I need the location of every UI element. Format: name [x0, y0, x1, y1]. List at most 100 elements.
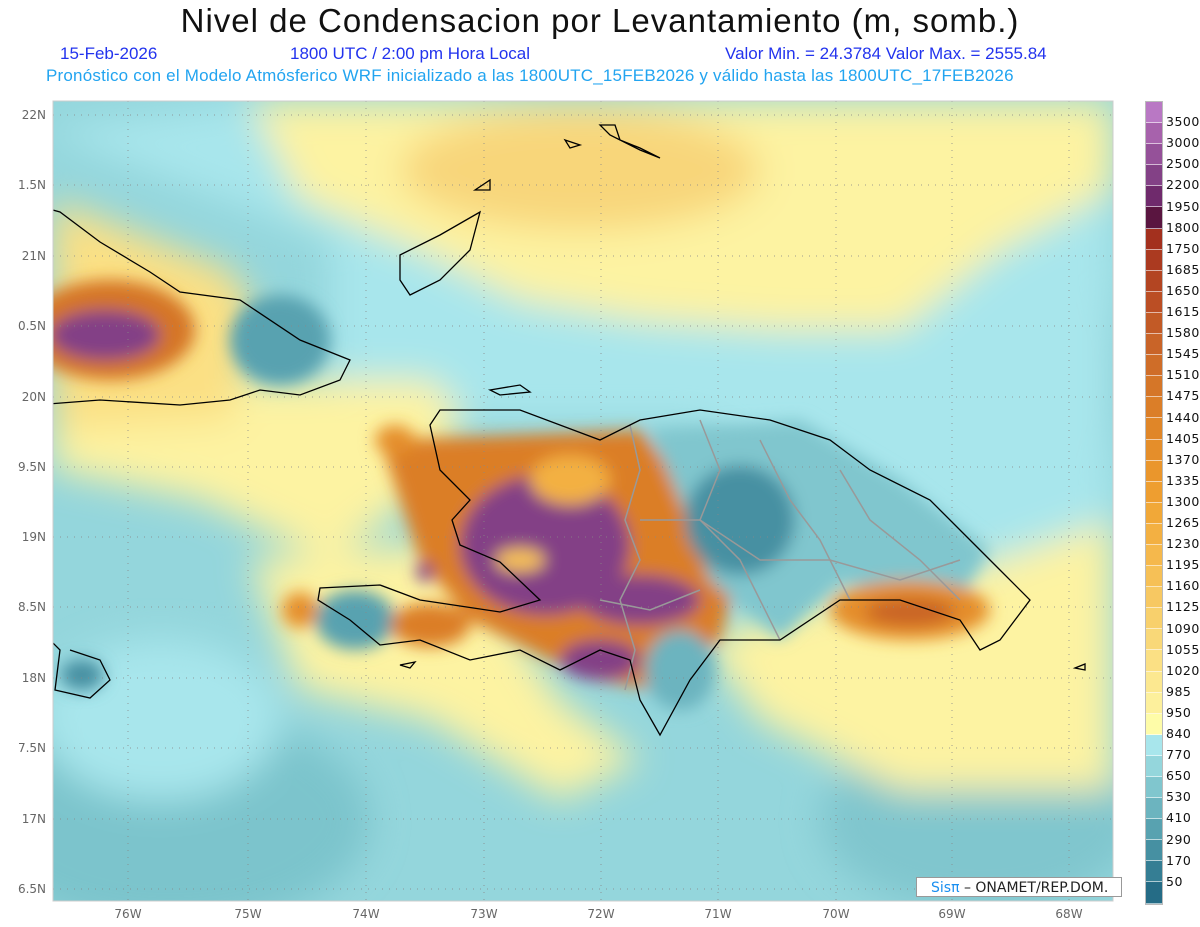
colorbar-label: 1300 — [1166, 493, 1200, 509]
colorbar-swatch — [1146, 228, 1162, 250]
colorbar-swatch — [1146, 755, 1162, 777]
colorbar-label: 1440 — [1166, 409, 1200, 425]
colorbar-label: 3000 — [1166, 135, 1200, 151]
colorbar-label: 1475 — [1166, 388, 1200, 404]
colorbar-swatch — [1146, 502, 1162, 524]
lat-label: 9.5N — [17, 460, 46, 474]
credit-text: – ONAMET/REP.DOM. — [959, 880, 1109, 896]
colorbar-swatch — [1146, 671, 1162, 693]
colorbar-swatch — [1146, 397, 1162, 419]
lat-label: 22N — [21, 108, 46, 122]
colorbar-label: 1580 — [1166, 325, 1200, 341]
colorbar-swatch — [1146, 819, 1162, 841]
colorbar-swatch — [1146, 587, 1162, 609]
colorbar-label: 650 — [1166, 768, 1192, 784]
colorbar-label: 410 — [1166, 810, 1192, 826]
colorbar-swatch — [1146, 629, 1162, 651]
colorbar-swatch — [1146, 312, 1162, 335]
lon-label: 70W — [822, 907, 850, 921]
colorbar-swatch — [1146, 376, 1162, 398]
colorbar-label: 1020 — [1166, 662, 1200, 678]
credit-box: Sisπ – ONAMET/REP.DOM. — [916, 877, 1122, 897]
colorbar-swatch — [1146, 334, 1162, 356]
colorbar-swatch — [1146, 692, 1162, 714]
colorbar-label: 1265 — [1166, 515, 1200, 530]
colorbar-swatch — [1146, 861, 1162, 883]
colorbar-label: 1405 — [1166, 430, 1200, 446]
colorbar-swatch — [1146, 291, 1162, 313]
jamaica-coast — [53, 642, 111, 699]
colorbar-swatch — [1146, 270, 1162, 292]
inagua-coast — [399, 210, 482, 296]
colorbar-swatch — [1146, 650, 1162, 672]
colorbar-swatch — [1146, 734, 1162, 756]
colorbar-label: 1510 — [1166, 367, 1200, 383]
colorbar-label: 770 — [1166, 747, 1192, 763]
colorbar-swatch — [1146, 777, 1162, 799]
colorbar-swatch — [1146, 123, 1162, 145]
lat-label: 7.5N — [17, 741, 46, 755]
lat-label: 6.5N — [17, 882, 46, 896]
lat-label: 8.5N — [17, 600, 46, 614]
lon-label: 74W — [352, 907, 380, 921]
lon-label: 75W — [234, 907, 262, 921]
colorbar-label: 290 — [1166, 831, 1192, 847]
colorbar-swatch — [1146, 882, 1162, 904]
sispi-logo: Sisπ — [931, 880, 960, 896]
colorbar-swatch — [1146, 713, 1162, 735]
lat-label: 20N — [21, 390, 46, 404]
colorbar-label: 1615 — [1166, 304, 1200, 319]
colorbar-swatch — [1146, 439, 1162, 461]
colorbar-label: 1055 — [1166, 641, 1200, 657]
map-title: Nivel de Condensacion por Levantamiento … — [180, 2, 1020, 39]
colorbar-swatch — [1146, 566, 1162, 588]
colorbar-swatch — [1146, 523, 1162, 545]
lon-label: 76W — [114, 907, 142, 921]
colorbar-label: 1335 — [1166, 472, 1200, 488]
time-label: 1800 UTC / 2:00 pm Hora Local — [290, 44, 531, 63]
colorbar-swatch — [1146, 144, 1162, 166]
minmax-label: Valor Min. = 24.3784 Valor Max. = 2555.8… — [725, 44, 1047, 63]
colorbar-swatch — [1146, 544, 1162, 567]
lat-label: 21N — [21, 249, 46, 263]
forecast-info: Pronóstico con el Modelo Atmósferico WRF… — [46, 66, 1014, 85]
hispaniola-coast — [317, 409, 1031, 737]
colorbar-label: 1650 — [1166, 282, 1200, 298]
colorbar-label: 950 — [1166, 704, 1192, 720]
lon-label: 69W — [938, 907, 966, 921]
lon-label: 73W — [470, 907, 498, 921]
date-label: 15-Feb-2026 — [60, 44, 158, 63]
lat-label: 19N — [21, 530, 46, 544]
colorbar-label: 1125 — [1166, 599, 1200, 615]
colorbar-label: 50 — [1166, 873, 1183, 889]
grid-lines — [53, 101, 1113, 901]
colorbar-swatch — [1146, 798, 1162, 820]
colorbar-label: 1370 — [1166, 451, 1200, 467]
colorbar — [1145, 101, 1163, 905]
lon-label: 68W — [1055, 907, 1083, 921]
colorbar-label: 1090 — [1166, 620, 1200, 636]
colorbar-swatch — [1146, 418, 1162, 440]
colorbar-label: 1685 — [1166, 261, 1200, 277]
colorbar-label: 1750 — [1166, 240, 1200, 256]
lat-label: 0.5N — [17, 319, 46, 333]
colorbar-label: 1195 — [1166, 557, 1200, 573]
colorbar-swatch — [1146, 249, 1162, 271]
colorbar-label: 1950 — [1166, 198, 1200, 214]
colorbar-label: 1545 — [1166, 346, 1200, 362]
colorbar-swatch — [1146, 840, 1162, 862]
colorbar-swatch — [1146, 460, 1162, 482]
colorbar-label: 1160 — [1166, 578, 1200, 594]
lat-label: 17N — [21, 812, 46, 826]
colorbar-swatch — [1146, 165, 1162, 187]
colorbar-swatch — [1146, 207, 1162, 229]
lon-label: 72W — [587, 907, 615, 921]
colorbar-label: 2500 — [1166, 156, 1200, 172]
coastlines — [53, 124, 1086, 737]
colorbar-label: 170 — [1166, 852, 1192, 868]
colorbar-swatch — [1146, 608, 1162, 630]
colorbar-label: 3500 — [1166, 114, 1200, 130]
colorbar-swatch — [1146, 355, 1162, 377]
colorbar-swatch — [1146, 481, 1162, 503]
colorbar-label: 2200 — [1166, 177, 1200, 193]
